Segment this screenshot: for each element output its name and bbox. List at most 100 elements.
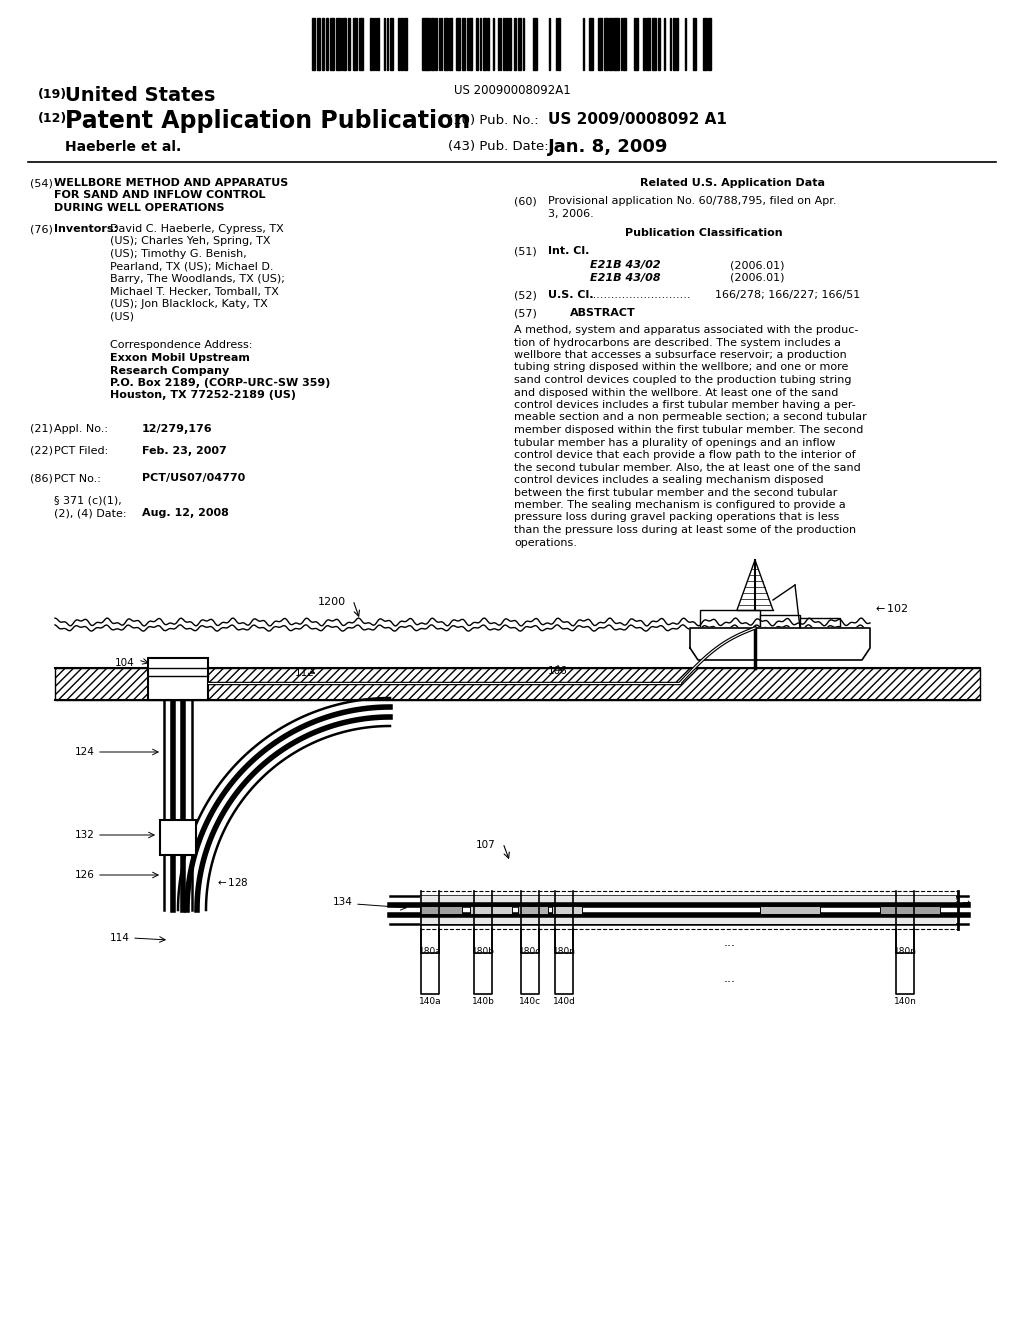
Text: Patent Application Publication: Patent Application Publication: [65, 110, 470, 133]
Bar: [613, 18, 615, 70]
Text: 180n: 180n: [894, 946, 916, 956]
Text: 138b: 138b: [481, 906, 501, 915]
Bar: [160, 820, 196, 855]
Text: than the pressure loss during at least some of the production: than the pressure loss during at least s…: [514, 525, 856, 535]
Bar: [609, 18, 612, 70]
Text: Int. Cl.: Int. Cl.: [548, 246, 590, 256]
Bar: [624, 18, 626, 70]
Text: 138a: 138a: [431, 906, 451, 915]
Text: (19): (19): [38, 88, 68, 102]
Text: control device that each provide a flow path to the interior of: control device that each provide a flow …: [514, 450, 856, 459]
Text: DURING WELL OPERATIONS: DURING WELL OPERATIONS: [54, 203, 224, 213]
Bar: [534, 18, 537, 70]
Text: 140c: 140c: [519, 997, 541, 1006]
Text: tion of hydrocarbons are described. The system includes a: tion of hydrocarbons are described. The …: [514, 338, 841, 347]
Text: 132: 132: [75, 830, 95, 840]
Bar: [55, 668, 980, 700]
Bar: [398, 18, 400, 70]
Bar: [343, 18, 346, 70]
Text: (2006.01): (2006.01): [730, 273, 784, 282]
Bar: [444, 18, 449, 70]
Text: United States: United States: [65, 86, 215, 106]
Text: Aug. 12, 2008: Aug. 12, 2008: [142, 508, 229, 517]
Text: tubular member has a plurality of openings and an inflow: tubular member has a plurality of openin…: [514, 437, 836, 447]
Text: (2006.01): (2006.01): [730, 260, 784, 271]
Text: ............................: ............................: [590, 290, 691, 300]
Text: between the first tubular member and the second tubular: between the first tubular member and the…: [514, 487, 838, 498]
Bar: [370, 18, 372, 70]
Text: meable section and a non permeable section; a second tubular: meable section and a non permeable secti…: [514, 412, 866, 422]
Text: the second tubular member. Also, the at least one of the sand: the second tubular member. Also, the at …: [514, 462, 861, 473]
Bar: [760, 615, 800, 628]
Bar: [484, 18, 486, 70]
Text: E21B 43/02: E21B 43/02: [590, 260, 660, 271]
Text: ...: ...: [724, 973, 736, 986]
Bar: [503, 18, 505, 70]
Text: 180b: 180b: [471, 946, 495, 956]
Text: Pearland, TX (US); Michael D.: Pearland, TX (US); Michael D.: [110, 261, 273, 272]
Text: 136$\rightarrow$: 136$\rightarrow$: [940, 896, 972, 908]
Bar: [353, 18, 357, 70]
Bar: [658, 18, 660, 70]
Text: 140d: 140d: [553, 997, 575, 1006]
Bar: [703, 18, 707, 70]
Text: 124: 124: [75, 747, 95, 756]
Bar: [708, 18, 711, 70]
Text: Related U.S. Application Data: Related U.S. Application Data: [640, 178, 825, 187]
Bar: [420, 915, 956, 924]
Text: Exxon Mobil Upstream: Exxon Mobil Upstream: [110, 352, 250, 363]
Text: U.S. Cl.: U.S. Cl.: [548, 290, 594, 300]
Text: 126: 126: [75, 870, 95, 880]
Text: Research Company: Research Company: [110, 366, 229, 375]
Bar: [317, 18, 319, 70]
Bar: [420, 906, 462, 913]
Text: (76): (76): [30, 224, 53, 234]
Text: 138c: 138c: [523, 906, 543, 915]
Text: 114: 114: [111, 933, 130, 942]
Bar: [518, 18, 521, 70]
Text: (10) Pub. No.:: (10) Pub. No.:: [449, 114, 539, 127]
Bar: [880, 906, 940, 913]
Text: Barry, The Woodlands, TX (US);: Barry, The Woodlands, TX (US);: [110, 275, 285, 284]
Bar: [449, 18, 452, 70]
Text: (US); Jon Blacklock, Katy, TX: (US); Jon Blacklock, Katy, TX: [110, 300, 267, 309]
Bar: [404, 18, 407, 70]
Text: control devices includes a first tubular member having a per-: control devices includes a first tubular…: [514, 400, 856, 411]
Bar: [604, 18, 608, 70]
Bar: [558, 18, 560, 70]
Text: $\leftarrow$102: $\leftarrow$102: [873, 602, 908, 614]
Bar: [469, 18, 472, 70]
Text: Haeberle et al.: Haeberle et al.: [65, 140, 181, 154]
Bar: [390, 18, 393, 70]
Text: (51): (51): [514, 246, 537, 256]
Text: 106: 106: [548, 667, 567, 676]
Text: PCT Filed:: PCT Filed:: [54, 446, 109, 455]
Text: (86): (86): [30, 474, 53, 483]
Text: WELLBORE METHOD AND APPARATUS: WELLBORE METHOD AND APPARATUS: [54, 178, 288, 187]
Text: US 2009/0008092 A1: US 2009/0008092 A1: [548, 112, 727, 127]
Text: (US): (US): [110, 312, 134, 322]
Bar: [426, 18, 428, 70]
Bar: [435, 18, 437, 70]
Text: PCT No.:: PCT No.:: [54, 474, 101, 483]
Text: 180a: 180a: [419, 946, 441, 956]
Bar: [55, 668, 980, 700]
Bar: [760, 906, 820, 913]
Text: E21B 43/08: E21B 43/08: [590, 273, 660, 282]
Text: Houston, TX 77252-2189 (US): Houston, TX 77252-2189 (US): [110, 391, 296, 400]
Bar: [518, 906, 548, 913]
Text: 1202c: 1202c: [532, 915, 558, 924]
Bar: [422, 18, 426, 70]
Text: 107: 107: [476, 840, 496, 850]
Text: 1202c·1202n: 1202c·1202n: [566, 915, 621, 924]
Text: Correspondence Address:: Correspondence Address:: [110, 341, 252, 351]
Bar: [401, 18, 403, 70]
Bar: [336, 18, 340, 70]
Text: member disposed within the first tubular member. The second: member disposed within the first tubular…: [514, 425, 863, 436]
Text: 140n: 140n: [894, 997, 916, 1006]
Bar: [643, 18, 645, 70]
Text: pressure loss during gravel packing operations that is less: pressure loss during gravel packing oper…: [514, 512, 840, 523]
Text: (US); Timothy G. Benish,: (US); Timothy G. Benish,: [110, 249, 247, 259]
Text: 140b: 140b: [472, 997, 495, 1006]
Text: wellbore that accesses a subsurface reservoir; a production: wellbore that accesses a subsurface rese…: [514, 350, 847, 360]
